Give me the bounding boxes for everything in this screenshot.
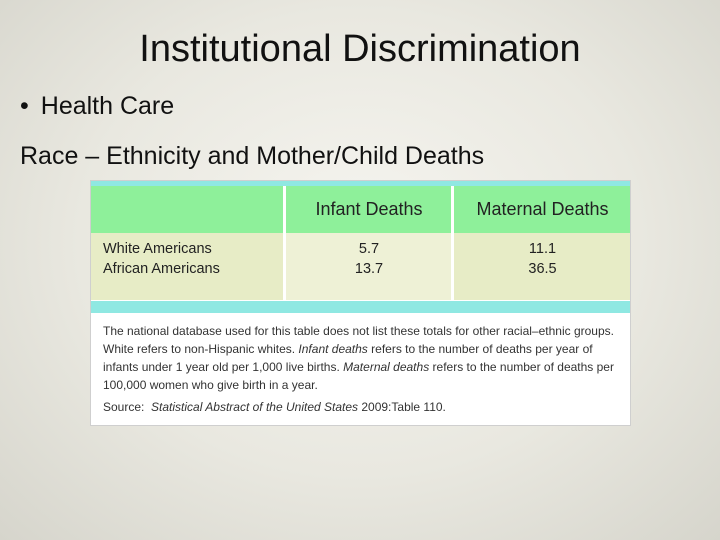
infant-column: 5.7 13.7 bbox=[285, 233, 453, 300]
row-label-white: White Americans bbox=[103, 241, 212, 257]
bullet-item: • Health Care bbox=[20, 90, 174, 122]
table-source: Source: Statistical Abstract of the Unit… bbox=[103, 398, 623, 416]
source-ref: 2009:Table 110. bbox=[358, 400, 446, 414]
infant-values: 5.7 13.7 bbox=[285, 239, 453, 279]
note-text-3: refers to the number of deaths per 100,0… bbox=[103, 360, 614, 392]
table-top-stripe bbox=[91, 181, 630, 186]
note-text-2: refers to the number of deaths per year … bbox=[103, 342, 593, 374]
maternal-values: 11.1 36.5 bbox=[453, 239, 632, 279]
note-term-infant: Infant deaths bbox=[298, 342, 368, 356]
table-bottom-stripe bbox=[91, 301, 630, 313]
bullet-text: Health Care bbox=[40, 92, 175, 120]
note-term-maternal: Maternal deaths bbox=[343, 360, 430, 374]
slide-title: Institutional Discrimination bbox=[139, 28, 581, 70]
table-body-row: White Americans African Americans 5.7 13… bbox=[91, 233, 630, 300]
bullet-dot-icon: • bbox=[20, 92, 29, 120]
source-label: Source: bbox=[103, 400, 145, 414]
header-infant-deaths: Infant Deaths bbox=[315, 199, 423, 219]
maternal-value-white: 11.1 bbox=[528, 241, 557, 257]
table-header-row: Infant Deaths Maternal Deaths bbox=[91, 186, 630, 233]
row-label-african: African Americans bbox=[103, 261, 220, 277]
infant-value-african: 13.7 bbox=[354, 261, 384, 277]
column-divider bbox=[451, 186, 454, 300]
slide-subtitle: Race – Ethnicity and Mother/Child Deaths bbox=[20, 142, 485, 170]
source-work: Statistical Abstract of the United State… bbox=[151, 400, 359, 414]
maternal-value-african: 36.5 bbox=[528, 261, 557, 277]
row-labels: White Americans African Americans bbox=[103, 239, 220, 279]
maternal-column: 11.1 36.5 bbox=[453, 233, 632, 300]
infant-value-white: 5.7 bbox=[358, 241, 380, 257]
deaths-table: Infant Deaths Maternal Deaths White Amer… bbox=[90, 180, 631, 426]
header-maternal-deaths: Maternal Deaths bbox=[476, 199, 609, 219]
table-note: The national database used for this tabl… bbox=[103, 322, 623, 394]
column-divider bbox=[283, 186, 286, 300]
note-text-1: The national database used for this tabl… bbox=[103, 324, 614, 356]
